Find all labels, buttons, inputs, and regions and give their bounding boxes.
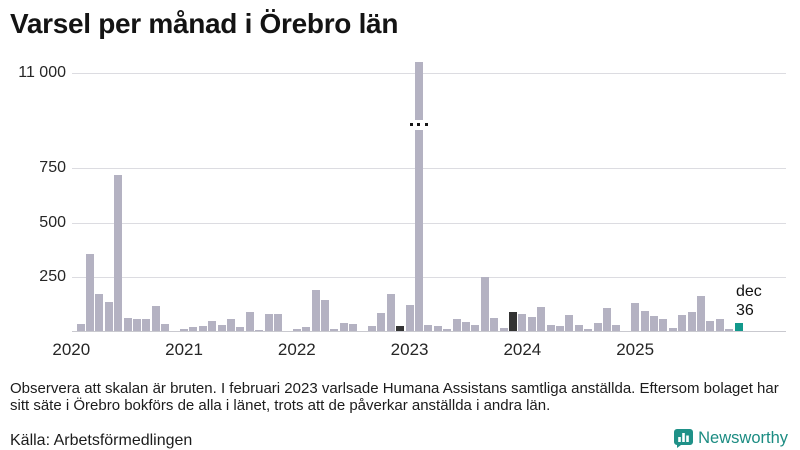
bar xyxy=(461,321,470,331)
gridline xyxy=(72,222,786,224)
footnote-line: sitt säte i Örebro bokförs de alla i län… xyxy=(10,396,551,414)
bar xyxy=(518,314,527,331)
axis-break-dots xyxy=(424,123,428,126)
x-axis-year-label: 2025 xyxy=(616,340,655,359)
bar xyxy=(311,289,320,331)
bar xyxy=(659,319,668,331)
bar xyxy=(640,311,649,331)
bar xyxy=(602,308,611,331)
bar xyxy=(490,318,499,331)
bar xyxy=(574,324,583,331)
bar xyxy=(189,327,198,331)
bar xyxy=(593,323,602,331)
bar xyxy=(245,312,254,331)
bar xyxy=(349,324,358,331)
bar xyxy=(151,306,160,331)
bar xyxy=(396,325,405,331)
x-axis-year-label: 2022 xyxy=(277,340,316,359)
bar xyxy=(274,314,283,331)
bar xyxy=(104,301,113,331)
bar xyxy=(696,296,705,331)
bar xyxy=(217,324,226,331)
bar xyxy=(330,328,339,331)
bar xyxy=(537,306,546,331)
brand-name: Newsworthy xyxy=(698,429,788,447)
bar xyxy=(687,311,696,331)
bar xyxy=(377,312,386,331)
x-axis-year-label: 2024 xyxy=(503,340,542,359)
bar xyxy=(668,328,677,331)
bar xyxy=(255,329,264,331)
bar xyxy=(227,319,236,331)
gridline xyxy=(72,168,786,170)
bar xyxy=(76,324,85,331)
x-axis-year-label: 2023 xyxy=(390,340,429,359)
bar xyxy=(264,314,273,331)
y-axis-tick-label: 750 xyxy=(39,159,66,177)
bar xyxy=(386,294,395,331)
bar xyxy=(546,324,555,331)
bar xyxy=(499,327,508,331)
source-label: Källa: Arbetsförmedlingen xyxy=(10,432,193,449)
bar xyxy=(161,324,170,331)
bar xyxy=(339,322,348,331)
bar xyxy=(706,320,715,331)
bar xyxy=(443,329,452,331)
bar xyxy=(565,314,574,331)
bar xyxy=(584,329,593,331)
bar xyxy=(321,299,330,331)
bar xyxy=(527,317,536,331)
footnote-line: Observera att skalan är bruten. I februa… xyxy=(10,380,779,397)
footnote: Observera att skalan är bruten. I februa… xyxy=(10,380,779,415)
y-axis-tick-label: 11 000 xyxy=(18,64,66,81)
bar xyxy=(508,312,517,331)
y-axis-tick-label: 500 xyxy=(39,213,66,231)
bar xyxy=(734,323,743,331)
bar xyxy=(302,327,311,331)
bar xyxy=(433,326,442,331)
bar xyxy=(649,316,658,331)
axis-break-dots xyxy=(409,123,413,126)
chart-title: Varsel per månad i Örebro län xyxy=(10,8,399,39)
bar xyxy=(452,319,461,331)
brand-lockup: Newsworthy xyxy=(674,429,788,448)
gridline xyxy=(72,276,786,278)
bar xyxy=(208,321,217,331)
bar xyxy=(198,325,207,331)
y-axis-tick-label: 250 xyxy=(39,267,66,285)
last-point-annotation: dec 36 xyxy=(736,282,762,320)
bar xyxy=(424,324,433,331)
bar-broken-upper xyxy=(414,62,423,120)
bar xyxy=(678,315,687,331)
bar xyxy=(114,174,123,331)
bar xyxy=(123,318,132,331)
bar xyxy=(95,294,104,331)
bar xyxy=(480,276,489,331)
bar xyxy=(180,329,189,331)
bar xyxy=(86,253,95,331)
bar xyxy=(236,326,245,331)
bar xyxy=(368,325,376,331)
x-axis-year-label: 2020 xyxy=(52,340,91,359)
bar xyxy=(292,329,301,331)
bar xyxy=(405,305,414,331)
gridline xyxy=(72,73,786,74)
bar xyxy=(142,319,151,331)
bar xyxy=(725,329,734,331)
newsworthy-logo-icon xyxy=(674,429,694,448)
bar xyxy=(555,326,564,331)
bar xyxy=(612,324,621,331)
axis-break-dots xyxy=(417,123,421,126)
x-axis-line xyxy=(72,331,786,332)
bar xyxy=(471,325,480,331)
annotation-month-label: dec xyxy=(736,283,762,300)
plot-area: 11 000 750 500 250 2020 2021 2022 2023 2024 2025 xyxy=(18,62,786,359)
bar-broken-lower xyxy=(414,130,423,331)
bar xyxy=(133,319,142,331)
bar xyxy=(715,319,724,331)
x-axis-year-label: 2021 xyxy=(165,340,203,359)
annotation-value-label: 36 xyxy=(736,302,754,319)
bar xyxy=(631,303,640,331)
